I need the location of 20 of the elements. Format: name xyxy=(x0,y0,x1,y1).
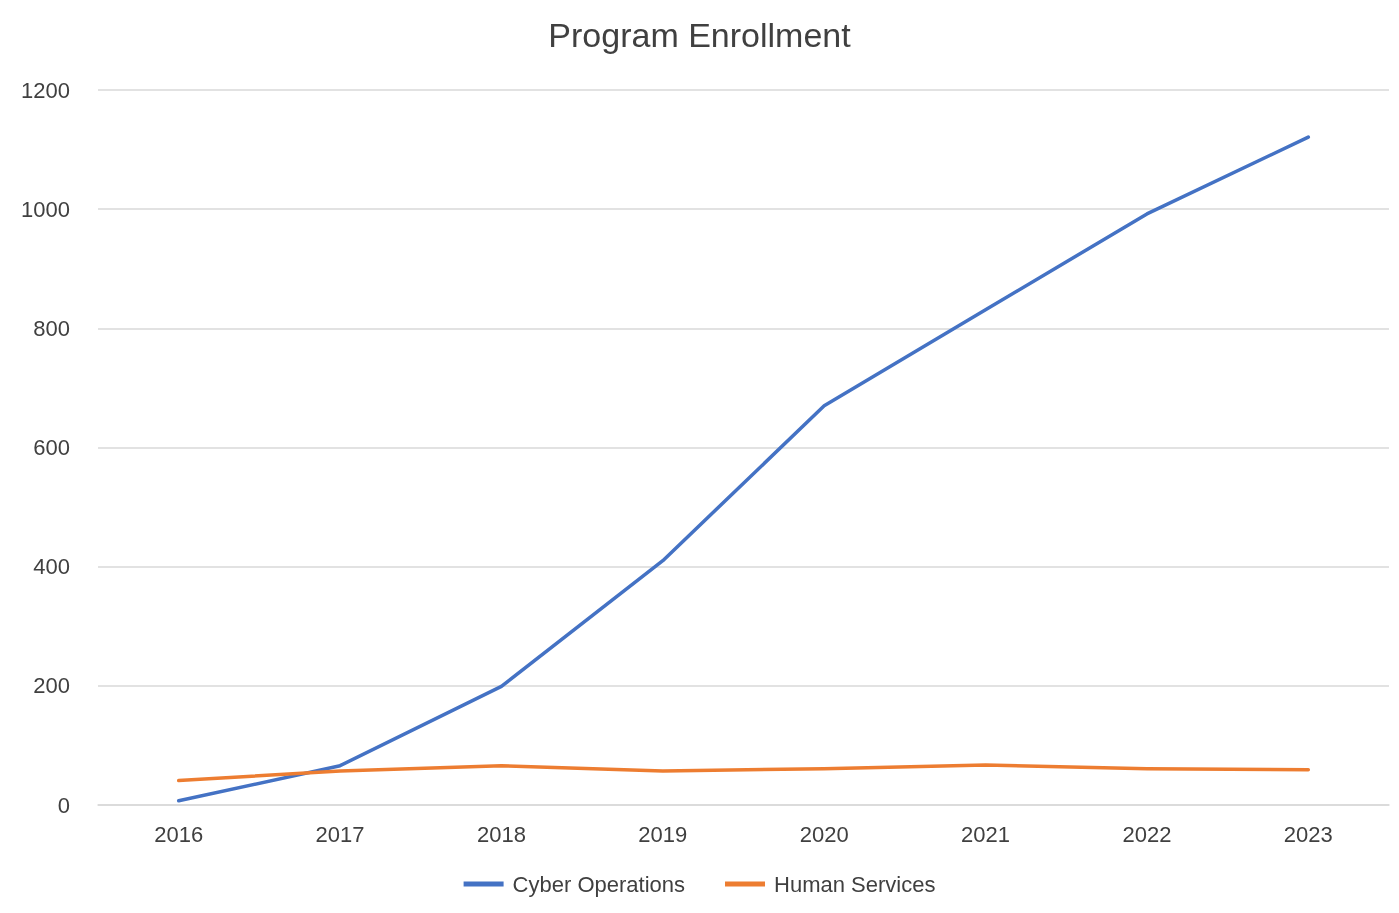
line-series xyxy=(176,135,1311,803)
y-tick-label: 1200 xyxy=(21,77,70,103)
x-tick-label: 2020 xyxy=(799,821,849,847)
x-tick-label: 2019 xyxy=(638,821,688,847)
x-tick-label: 2021 xyxy=(961,821,1011,847)
x-tick-label: 2023 xyxy=(1283,821,1333,847)
y-tick-label: 600 xyxy=(33,435,70,460)
line-series xyxy=(176,763,1311,783)
x-tick-label: 2017 xyxy=(315,821,365,847)
x-tick-label: 2022 xyxy=(1122,821,1172,847)
y-tick-label: 1000 xyxy=(21,196,70,222)
x-tick-label: 2018 xyxy=(476,821,526,847)
y-tick-label: 800 xyxy=(33,315,70,341)
y-tick-label: 200 xyxy=(33,673,70,699)
legend-label: Human Services xyxy=(774,871,936,897)
legend-label: Cyber Operations xyxy=(512,871,686,897)
y-tick-label: 400 xyxy=(33,554,70,580)
chart-title: Program Enrollment xyxy=(548,16,852,54)
y-tick-label: 0 xyxy=(57,792,70,818)
x-tick-label: 2016 xyxy=(154,821,204,847)
